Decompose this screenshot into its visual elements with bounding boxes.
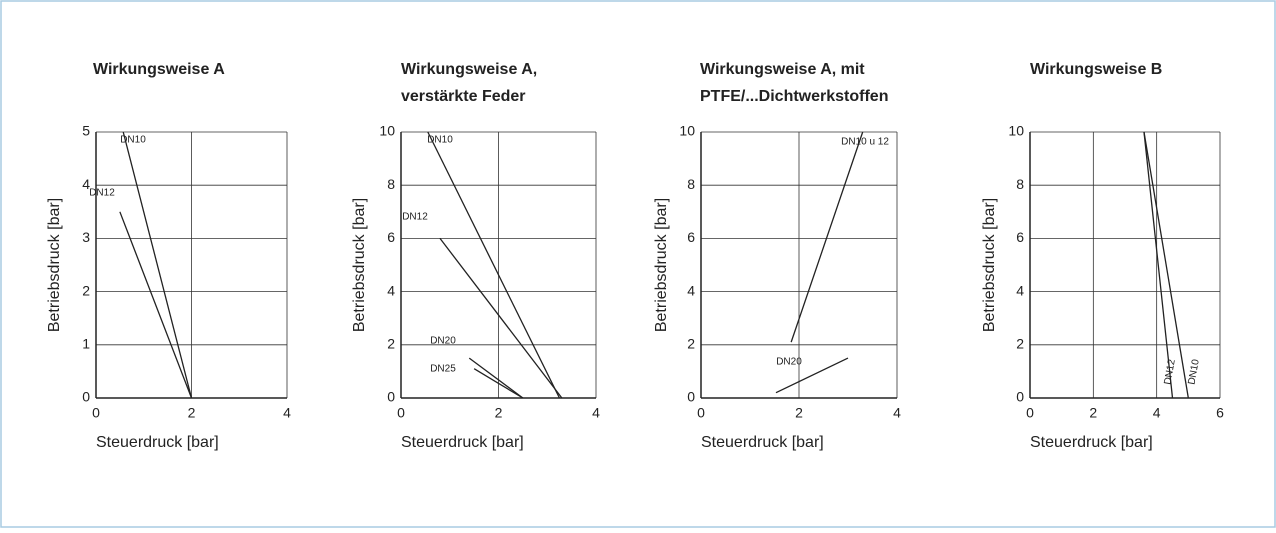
series-label: DN12 (402, 212, 428, 223)
series-label: DN10 (427, 135, 453, 146)
y-tick-label: 8 (387, 176, 395, 192)
y-axis-label: Betriebsdruck [bar] (46, 198, 63, 332)
chart-title: PTFE/...Dichtwerkstoffen (700, 88, 888, 105)
y-tick-label: 0 (387, 389, 395, 405)
y-tick-label: 0 (1016, 389, 1024, 405)
x-tick-label: 6 (1216, 405, 1224, 421)
series-label: DN12 (89, 188, 115, 199)
series-label: DN10 (1187, 358, 1202, 386)
series-label: DN12 (1163, 358, 1178, 386)
series-label: DN25 (430, 364, 456, 375)
series-label: DN10 (120, 135, 146, 146)
y-tick-label: 10 (1008, 123, 1024, 139)
series-label: DN20 (430, 336, 456, 347)
x-tick-label: 0 (1026, 405, 1034, 421)
series-line (427, 131, 561, 399)
chart-title: Wirkungsweise A, (401, 61, 537, 78)
y-tick-label: 8 (1016, 176, 1024, 192)
x-tick-label: 4 (1153, 405, 1161, 421)
y-tick-label: 6 (1016, 229, 1024, 245)
series-label: DN20 (776, 357, 802, 368)
y-tick-label: 4 (82, 176, 90, 192)
x-tick-label: 2 (1089, 405, 1097, 421)
chart-title: Wirkungsweise B (1030, 61, 1162, 78)
y-tick-label: 3 (82, 229, 90, 245)
y-tick-label: 10 (679, 123, 695, 139)
y-tick-label: 4 (387, 282, 395, 298)
x-axis-label: Steuerdruck [bar] (701, 434, 824, 451)
y-tick-label: 4 (1016, 282, 1024, 298)
y-tick-label: 5 (82, 123, 90, 139)
x-tick-label: 2 (795, 405, 803, 421)
chart-title: verstärkte Feder (401, 88, 526, 105)
series-line (468, 357, 524, 399)
series-line (790, 131, 864, 343)
x-tick-label: 4 (283, 405, 291, 421)
y-axis-label: Betriebsdruck [bar] (351, 198, 368, 332)
y-tick-label: 2 (387, 336, 395, 352)
y-tick-label: 2 (1016, 336, 1024, 352)
series-line (1143, 131, 1189, 399)
series-line (122, 131, 193, 399)
x-axis-label: Steuerdruck [bar] (96, 434, 219, 451)
y-tick-label: 6 (387, 229, 395, 245)
series-line (1143, 131, 1174, 399)
x-tick-label: 4 (592, 405, 600, 421)
series-line (119, 211, 193, 399)
y-tick-label: 1 (82, 336, 90, 352)
y-tick-label: 8 (687, 176, 695, 192)
y-tick-label: 10 (379, 123, 395, 139)
y-tick-label: 0 (82, 389, 90, 405)
x-tick-label: 2 (495, 405, 503, 421)
series-label: DN10 u 12 (841, 137, 889, 148)
series-line (473, 368, 524, 399)
x-tick-label: 2 (188, 405, 196, 421)
y-tick-label: 6 (687, 229, 695, 245)
x-tick-label: 0 (697, 405, 705, 421)
y-axis-label: Betriebsdruck [bar] (653, 198, 670, 332)
chart-title: Wirkungsweise A (93, 61, 225, 78)
x-tick-label: 0 (397, 405, 405, 421)
y-tick-label: 2 (687, 336, 695, 352)
y-tick-label: 2 (82, 282, 90, 298)
series-line (439, 238, 563, 399)
x-tick-label: 0 (92, 405, 100, 421)
x-axis-label: Steuerdruck [bar] (401, 434, 524, 451)
y-tick-label: 0 (687, 389, 695, 405)
chart-title: Wirkungsweise A, mit (700, 61, 865, 78)
y-tick-label: 4 (687, 282, 695, 298)
x-axis-label: Steuerdruck [bar] (1030, 434, 1153, 451)
x-tick-label: 4 (893, 405, 901, 421)
series-line (775, 357, 849, 394)
y-axis-label: Betriebsdruck [bar] (981, 198, 998, 332)
